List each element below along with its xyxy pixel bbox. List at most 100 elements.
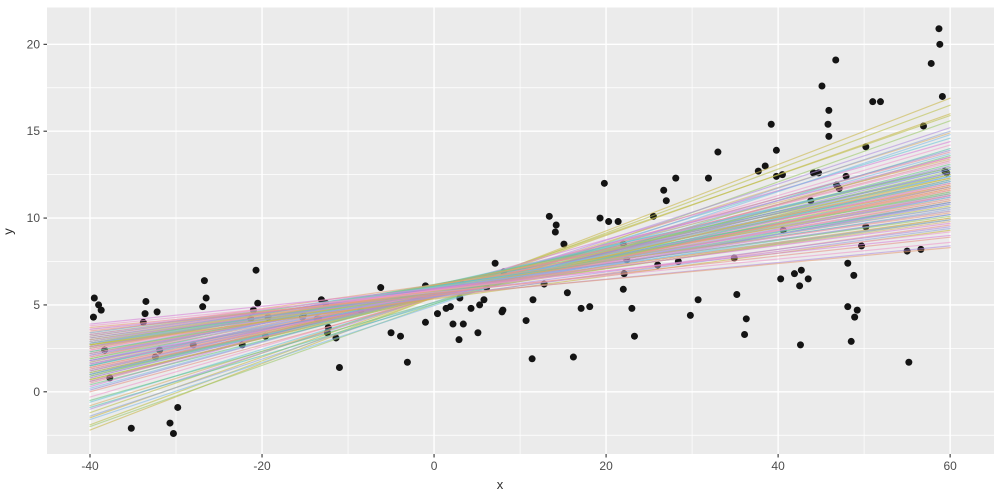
y-tick-label: 10 <box>27 211 41 225</box>
data-point <box>563 289 571 297</box>
data-point <box>777 275 785 283</box>
data-point <box>796 282 804 290</box>
data-point <box>876 98 884 106</box>
data-point <box>254 299 262 307</box>
data-point <box>796 341 804 349</box>
x-tick-label: 20 <box>599 459 613 473</box>
data-point <box>790 270 798 278</box>
fit-line <box>89 231 951 330</box>
data-point <box>672 174 680 182</box>
data-point <box>421 318 429 326</box>
fit-line <box>89 234 951 325</box>
data-point <box>686 311 694 319</box>
data-point <box>742 315 750 323</box>
data-point <box>545 212 553 220</box>
data-point <box>377 284 385 292</box>
data-point <box>917 245 925 253</box>
data-point <box>97 306 105 314</box>
data-point <box>200 277 208 285</box>
data-point <box>142 297 150 305</box>
data-point <box>551 228 559 236</box>
data-point <box>499 306 507 314</box>
data-point <box>619 285 627 293</box>
data-point <box>403 358 411 366</box>
data-point <box>528 355 536 363</box>
data-point <box>704 174 712 182</box>
data-point <box>844 259 852 267</box>
data-point <box>127 424 135 432</box>
data-point <box>761 162 769 170</box>
y-tick-label: 20 <box>27 37 41 51</box>
data-point <box>474 329 482 337</box>
data-point <box>938 92 946 100</box>
data-point <box>797 266 805 274</box>
y-tick-label: 0 <box>33 385 40 399</box>
data-point <box>832 56 840 64</box>
data-point <box>153 308 161 316</box>
data-point <box>733 291 741 299</box>
fit-line <box>89 226 951 341</box>
data-point <box>467 304 475 312</box>
data-point <box>174 403 182 411</box>
data-point <box>569 353 577 361</box>
data-point <box>630 332 638 340</box>
data-point <box>491 259 499 267</box>
y-axis-title: y <box>0 228 16 235</box>
data-point <box>614 218 622 226</box>
data-point <box>522 317 530 325</box>
data-point <box>449 320 457 328</box>
x-tick-label: -40 <box>81 459 99 473</box>
data-point <box>459 320 467 328</box>
data-point <box>166 419 174 427</box>
data-point <box>660 186 668 194</box>
data-point <box>387 329 395 337</box>
data-point <box>694 296 702 304</box>
data-point <box>476 301 484 309</box>
data-point <box>433 310 441 318</box>
data-point <box>847 337 855 345</box>
data-point <box>605 218 613 226</box>
data-point <box>95 301 103 309</box>
fit-line <box>89 160 951 382</box>
fit-line <box>89 174 951 381</box>
fit-line <box>89 247 951 329</box>
x-axis-title: x <box>496 477 504 492</box>
data-point <box>662 197 670 205</box>
data-point <box>858 242 866 250</box>
data-point <box>141 310 149 318</box>
fit-line <box>89 236 951 332</box>
data-point <box>335 363 343 371</box>
y-tick-label: 15 <box>27 124 41 138</box>
data-point <box>202 294 210 302</box>
data-point <box>596 214 604 222</box>
data-point <box>905 358 913 366</box>
data-point <box>480 296 488 304</box>
x-tick-label: 60 <box>943 459 957 473</box>
data-point <box>850 271 858 279</box>
x-tick-label: 0 <box>431 459 438 473</box>
x-tick-label: 40 <box>771 459 785 473</box>
data-point <box>767 120 775 128</box>
data-point <box>90 294 98 302</box>
data-point <box>552 221 560 229</box>
data-point <box>772 146 780 154</box>
data-point <box>89 313 97 321</box>
data-point <box>628 304 636 312</box>
data-point <box>936 40 944 48</box>
data-point <box>844 303 852 311</box>
data-point <box>825 106 833 114</box>
data-point <box>169 429 177 437</box>
data-point <box>529 296 537 304</box>
data-point <box>869 98 877 106</box>
data-point <box>252 266 260 274</box>
data-point <box>935 25 943 33</box>
data-point <box>600 179 608 187</box>
data-point <box>586 303 594 311</box>
data-point <box>741 330 749 338</box>
data-point <box>455 336 463 344</box>
data-point <box>825 132 833 140</box>
data-point <box>804 275 812 283</box>
x-tick-label: -20 <box>253 459 271 473</box>
data-point <box>714 148 722 156</box>
